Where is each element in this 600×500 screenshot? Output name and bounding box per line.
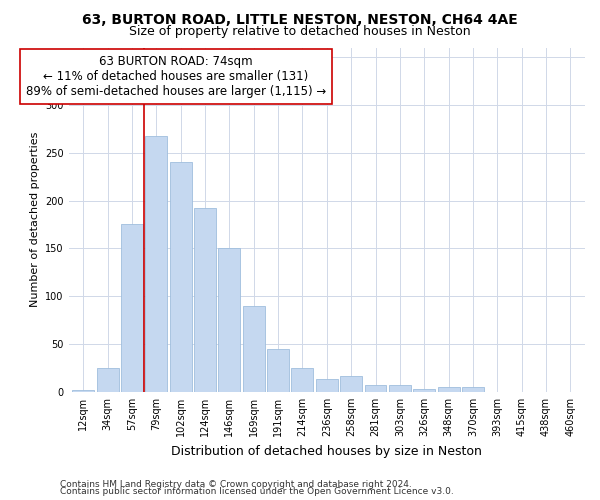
Bar	[145, 136, 167, 392]
Text: Contains HM Land Registry data © Crown copyright and database right 2024.: Contains HM Land Registry data © Crown c…	[60, 480, 412, 489]
Bar	[389, 385, 411, 392]
Bar	[365, 385, 386, 392]
Bar	[413, 389, 435, 392]
Bar	[243, 306, 265, 392]
Text: 63 BURTON ROAD: 74sqm
← 11% of detached houses are smaller (131)
89% of semi-det: 63 BURTON ROAD: 74sqm ← 11% of detached …	[26, 54, 326, 98]
Bar	[97, 368, 119, 392]
Text: Size of property relative to detached houses in Neston: Size of property relative to detached ho…	[129, 25, 471, 38]
Bar	[340, 376, 362, 392]
Bar	[194, 208, 216, 392]
Bar	[316, 380, 338, 392]
Bar	[170, 162, 191, 392]
Bar	[437, 387, 460, 392]
Text: Contains public sector information licensed under the Open Government Licence v3: Contains public sector information licen…	[60, 488, 454, 496]
Bar	[292, 368, 313, 392]
X-axis label: Distribution of detached houses by size in Neston: Distribution of detached houses by size …	[172, 444, 482, 458]
Bar	[218, 248, 241, 392]
Bar	[72, 390, 94, 392]
Bar	[121, 224, 143, 392]
Bar	[462, 387, 484, 392]
Bar	[267, 349, 289, 392]
Text: 63, BURTON ROAD, LITTLE NESTON, NESTON, CH64 4AE: 63, BURTON ROAD, LITTLE NESTON, NESTON, …	[82, 12, 518, 26]
Y-axis label: Number of detached properties: Number of detached properties	[29, 132, 40, 308]
